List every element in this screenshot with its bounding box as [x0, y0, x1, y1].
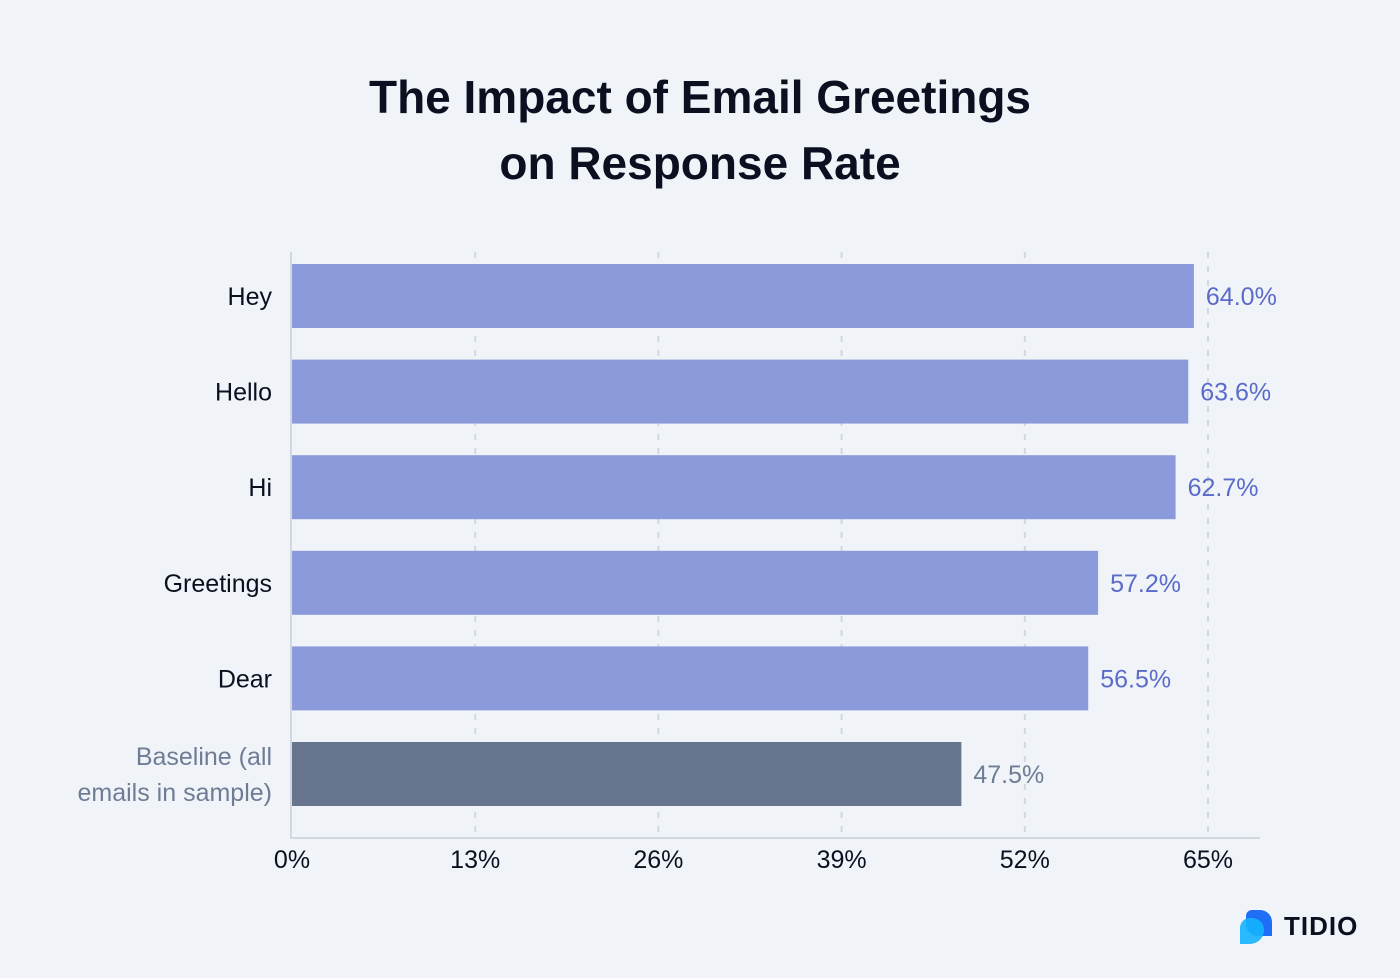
category-label: Hello [215, 379, 272, 407]
bar [292, 742, 962, 806]
title-line-2: on Response Rate [499, 137, 901, 189]
tidio-logo-text: TIDIO [1284, 910, 1359, 941]
data-label: 64.0% [1206, 283, 1277, 311]
x-tick-label: 0% [274, 846, 310, 874]
bar [292, 359, 1189, 424]
tidio-logo: TIDIO [1238, 906, 1358, 946]
bar [292, 646, 1089, 711]
title-line-1: The Impact of Email Greetings [368, 71, 1032, 123]
chart-title: The Impact of Email Greetings on Respons… [0, 64, 1400, 196]
bar [292, 455, 1176, 520]
data-label: 56.5% [1100, 665, 1171, 693]
x-tick-label: 65% [1183, 846, 1233, 874]
tidio-logo-icon [1240, 910, 1272, 944]
x-tick-label: 39% [817, 846, 867, 874]
x-tick-label: 26% [633, 846, 683, 874]
category-label: emails in sample) [77, 779, 272, 807]
category-label: Hi [248, 474, 272, 502]
x-tick-label: 52% [1000, 846, 1050, 874]
data-label: 63.6% [1200, 379, 1271, 407]
category-label: Dear [218, 665, 272, 693]
category-label: Hey [228, 283, 273, 311]
data-label: 62.7% [1188, 474, 1259, 502]
data-label: 57.2% [1110, 570, 1181, 598]
bar [292, 550, 1099, 615]
data-label: 47.5% [973, 761, 1044, 789]
category-label: Greetings [164, 570, 272, 598]
x-tick-label: 13% [450, 846, 500, 874]
bar [292, 264, 1194, 328]
category-label: Baseline (all [136, 743, 272, 771]
